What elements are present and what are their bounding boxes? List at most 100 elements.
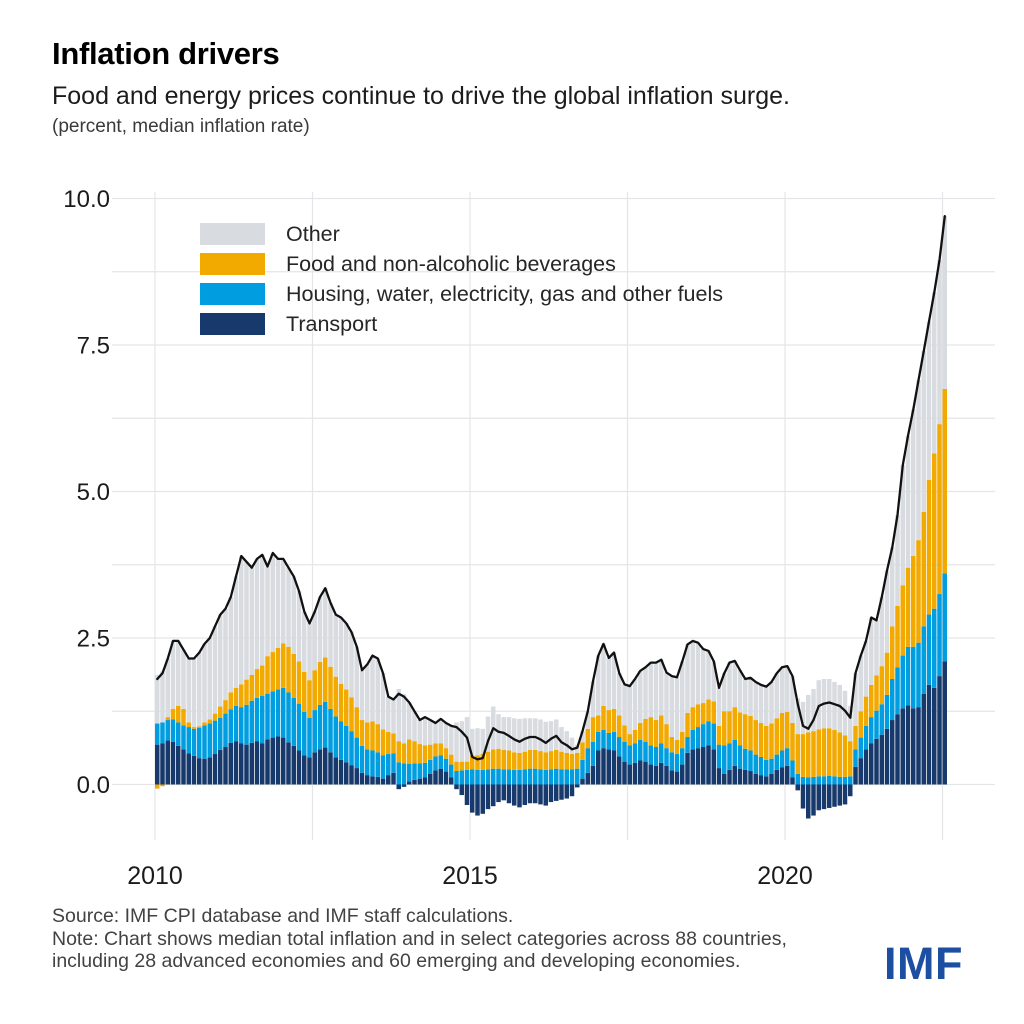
bar-segment [585, 711, 590, 729]
bar-segment [690, 730, 695, 750]
bar-segment [638, 722, 643, 740]
bar-segment [806, 732, 811, 778]
bar-segment [659, 659, 664, 716]
bar-segment [281, 558, 286, 644]
bar-segment [391, 772, 396, 785]
bar-segment [506, 750, 512, 770]
bar-segment [370, 776, 375, 785]
bar-segment [732, 739, 737, 766]
bar-segment [239, 684, 244, 708]
bar-segment [774, 718, 779, 755]
bar-segment [690, 749, 695, 785]
bar-segment [722, 773, 727, 785]
bar-segment [627, 734, 632, 746]
bar-segment [438, 768, 443, 785]
bar-segment [522, 769, 527, 785]
bar-segment [753, 773, 758, 785]
bar-segment [737, 745, 743, 769]
bar-segment [396, 741, 401, 763]
bar-segment [517, 784, 522, 808]
bar-segment [239, 707, 244, 744]
bar-segment [690, 640, 695, 708]
bar-segment [617, 673, 622, 716]
bar-segment [617, 737, 622, 757]
bar-segment [417, 763, 422, 779]
bar-segment [202, 643, 207, 723]
bar-segment [837, 784, 842, 806]
bar-segment [711, 661, 716, 702]
bar-segment [286, 742, 291, 785]
bar-segment [281, 643, 286, 688]
legend-swatch [200, 283, 265, 305]
bar-segment [459, 770, 464, 785]
bar-segment [648, 764, 653, 785]
bar-segment [921, 350, 926, 513]
bar-segment [533, 718, 538, 750]
bar-segment [811, 784, 816, 816]
bar-segment [191, 755, 197, 785]
bar-segment [806, 784, 811, 819]
bar-segment [270, 691, 275, 738]
bar-segment [564, 784, 569, 799]
bar-segment [695, 642, 701, 705]
bar-segment [323, 657, 328, 702]
bar-segment [711, 701, 716, 724]
bar-segment [942, 388, 947, 574]
bar-segment [832, 730, 837, 777]
bar-segment [312, 710, 317, 753]
bar-segment [176, 705, 181, 723]
bar-segment [527, 784, 533, 804]
bar-segment [333, 716, 338, 758]
bar-segment [296, 703, 302, 751]
bar-segment [769, 773, 774, 785]
bar-segment [312, 752, 317, 785]
bar-segment [832, 784, 837, 807]
bar-segment [942, 216, 947, 389]
bar-segment [769, 723, 774, 759]
bar-segment [569, 769, 575, 785]
bar-segment [265, 656, 270, 694]
bar-segment [207, 719, 212, 724]
bar-segment [643, 761, 648, 785]
bar-segment [170, 719, 176, 742]
bar-segment [260, 743, 265, 785]
bar-segment [858, 655, 863, 712]
bar-segment [270, 737, 275, 785]
bar-segment [895, 514, 900, 606]
bar-segment [260, 665, 265, 697]
bar-segment [428, 720, 433, 745]
bar-segment [428, 744, 433, 760]
bar-segment [554, 768, 559, 785]
bar-segment [795, 734, 800, 774]
bar-segment [617, 715, 622, 738]
bar-segment [228, 742, 233, 785]
bar-segment [438, 743, 443, 756]
bar-segment [800, 734, 806, 777]
bar-segment [580, 742, 585, 760]
legend-item: Transport [200, 309, 723, 339]
bar-segment [842, 690, 848, 736]
bar-segment [249, 742, 254, 785]
bar-segment [779, 767, 785, 785]
bar-segment [176, 640, 181, 706]
bar-segment [732, 660, 737, 708]
bar-segment [569, 754, 575, 770]
bar-segment [249, 700, 254, 743]
bar-segment [370, 750, 375, 777]
bar-segment [932, 608, 937, 688]
bar-segment [438, 718, 443, 744]
bar-segment [601, 748, 606, 785]
bar-segment [548, 784, 554, 803]
bar-segment [233, 576, 239, 688]
bar-segment [853, 749, 858, 767]
bar-segment [328, 602, 333, 667]
bar-segment [302, 755, 307, 785]
bar-segment [795, 773, 800, 785]
imf-logo: IMF [884, 938, 963, 989]
bar-segment [905, 646, 911, 706]
bar-segment [543, 752, 548, 770]
bar-segment [344, 762, 349, 785]
bar-segment [407, 763, 412, 782]
bar-segment [869, 743, 874, 785]
bar-segment [601, 705, 606, 731]
